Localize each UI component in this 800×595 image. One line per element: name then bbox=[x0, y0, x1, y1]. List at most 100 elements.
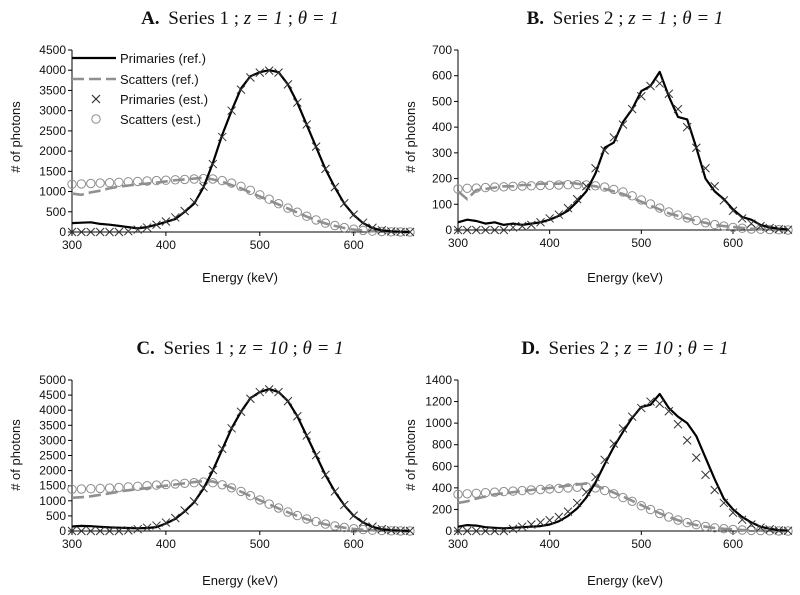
panel-c-scatters-est-point bbox=[133, 481, 143, 491]
panel-a-y-tick-label: 3500 bbox=[39, 83, 66, 97]
panel-a-scatters-est-point bbox=[320, 218, 331, 228]
panel-b-scatters-est-point bbox=[618, 187, 628, 197]
panel-c-primaries-est-point bbox=[321, 470, 330, 480]
panel-a-scatters-est-point bbox=[208, 174, 218, 184]
panel-c-scatters-est-point bbox=[236, 486, 246, 497]
panel-b-scatters-est-point bbox=[526, 181, 536, 191]
legend-label-primaries-ref: Primaries (ref.) bbox=[120, 51, 206, 66]
panel-b-primaries-est-point bbox=[756, 221, 765, 231]
panel-d-scatters-est-point bbox=[746, 525, 756, 536]
panel-a-primaries-est-point bbox=[199, 182, 208, 192]
panel-a-x-tick-label: 400 bbox=[156, 238, 176, 252]
panel-d-scatters-est-point bbox=[710, 523, 720, 533]
panel-c-y-tick-label: 2000 bbox=[39, 464, 66, 478]
panel-d-primaries-est-point bbox=[673, 419, 683, 429]
panel-c-primaries-est-point bbox=[152, 521, 161, 530]
panel-c-scatters-ref-line bbox=[71, 479, 411, 533]
panel-a-primaries-est-point bbox=[339, 198, 349, 208]
panel-b-scatters-est-point bbox=[480, 182, 491, 193]
panel-b-y-tick-label: 100 bbox=[432, 197, 452, 211]
panel-c-y-tick-label: 500 bbox=[46, 509, 66, 523]
panel-b-scatters-est-point bbox=[499, 182, 509, 192]
panel-b-primaries-est-point bbox=[490, 225, 500, 235]
panel-b-primaries-est-point bbox=[471, 225, 481, 235]
panel-b-scatters-est-point bbox=[545, 180, 555, 191]
panel-b-scatters-est-point bbox=[719, 221, 729, 231]
panel-d-primaries-est-point bbox=[517, 522, 527, 532]
panel-d-x-tick-label: 400 bbox=[540, 537, 560, 551]
legend-label-scatters-est: Scatters (est.) bbox=[120, 112, 201, 127]
panel-d-scatters-est-point bbox=[545, 484, 555, 494]
panel-a-scatters-est-point bbox=[142, 176, 152, 186]
panel-b-scatters-est-point bbox=[535, 180, 546, 191]
panel-c-scatters-est-point bbox=[161, 479, 171, 490]
panel-b-series: Series 2 bbox=[553, 8, 614, 29]
panel-d-primaries-est-point bbox=[609, 439, 619, 448]
panel-d-scatters-est-point bbox=[700, 521, 711, 532]
panel-c-y-tick-label: 5000 bbox=[39, 373, 66, 387]
panel-b-scatters-est-point bbox=[572, 180, 582, 190]
panel-c-scatters-est-point bbox=[349, 524, 359, 534]
legend-label-scatters-ref: Scatters (ref.) bbox=[120, 72, 199, 87]
panel-b-x-tick-label: 500 bbox=[631, 236, 651, 250]
panel-b: B. Series 2 ; z = 1 ; θ = 1 # of photons… bbox=[403, 8, 793, 285]
panel-c-primaries-est-point bbox=[386, 525, 396, 535]
panel-b-primaries-ref-line bbox=[457, 70, 789, 231]
panel-a-primaries-est-point bbox=[321, 164, 330, 174]
panel-c-scatters-est-point bbox=[264, 499, 274, 509]
panel-a-scatters-est-point bbox=[292, 207, 302, 217]
panel-d-y-tick-label: 1400 bbox=[425, 373, 452, 387]
panel-a-primaries-est-point bbox=[67, 227, 77, 237]
panel-b-primaries-est-point bbox=[591, 163, 600, 173]
panel-d-scatters-est-point bbox=[508, 486, 518, 496]
panel-b-scatters-est-point bbox=[737, 223, 747, 233]
panel-c-scatters-est-point bbox=[208, 478, 218, 488]
panel-c-scatters-est-point bbox=[142, 481, 152, 491]
panel-b-scatters-est-point bbox=[563, 180, 573, 190]
panel-b-primaries-est-point bbox=[765, 223, 775, 233]
panel-d-scatters-est-point bbox=[526, 485, 536, 495]
panel-c-primaries-est-point bbox=[358, 517, 368, 527]
panel-a-scatters-ref-line bbox=[71, 176, 411, 234]
panel-b-primaries-est-point bbox=[554, 210, 564, 219]
panel-b-primaries-est-point bbox=[618, 120, 628, 129]
panel-b-primaries-est-point bbox=[728, 206, 738, 216]
panel-c-primaries-est-point bbox=[133, 524, 143, 534]
panel-d-primaries-est-point bbox=[774, 525, 784, 535]
panel-c-primaries-ref-line bbox=[71, 388, 411, 532]
panel-c-primaries-est-point bbox=[95, 526, 105, 536]
panel-b-y-tick-label: 600 bbox=[432, 69, 452, 83]
panel-a-ylabel: # of photons bbox=[8, 101, 23, 173]
panel-b-primaries-est-point bbox=[572, 194, 582, 204]
panel-d-primaries-est-point bbox=[499, 526, 509, 536]
panel-a-scatters-est-point bbox=[67, 179, 77, 190]
panel-c-scatters-est-point bbox=[273, 503, 284, 513]
panel-d-scatters-est-point bbox=[765, 526, 775, 536]
panel-b-primaries-est-point bbox=[636, 91, 646, 101]
panel-d-y-tick-label: 200 bbox=[432, 502, 452, 516]
panel-a-primaries-est-point bbox=[386, 227, 396, 236]
panel-d-scatters-est-point bbox=[682, 517, 692, 528]
panel-b-plot-area: 0 100 200 300 400 500 600 700 300 400 500 600 bbox=[432, 43, 793, 250]
panel-b-primaries-est-point bbox=[664, 89, 674, 99]
panel-c-primaries-est-point bbox=[105, 526, 114, 536]
panel-b-scatters-est-point bbox=[508, 181, 518, 192]
panel-c-scatters-est-point bbox=[151, 480, 162, 490]
panel-b-primaries-est-point bbox=[719, 196, 729, 205]
panel-d-primaries-est-point bbox=[719, 498, 729, 508]
panel-d-scatters-est-point bbox=[600, 485, 610, 496]
panel-c-x-tick-label: 500 bbox=[250, 537, 270, 551]
panel-a-primaries-est-point bbox=[152, 220, 161, 230]
panel-c-primaries-est-point bbox=[86, 526, 96, 536]
panel-c-primaries-est-point bbox=[236, 407, 246, 417]
panel-c-xlabel: Energy (keV) bbox=[202, 573, 278, 588]
panel-c-primaries-est-point bbox=[311, 450, 321, 460]
panel-b-scatters-est-point bbox=[700, 218, 711, 228]
panel-a-primaries-est-point bbox=[77, 227, 86, 237]
panel-b-scatters-ref-line bbox=[457, 181, 789, 232]
panel-d: D. Series 2 ; z = 10 ; θ = 1 # of photon… bbox=[403, 338, 793, 588]
panel-b-primaries-est-point bbox=[508, 223, 518, 232]
panel-b-scatters-est-point bbox=[682, 213, 692, 223]
panel-d-scatters-est-point bbox=[737, 525, 747, 535]
panel-c-primaries-est-point bbox=[283, 396, 293, 406]
